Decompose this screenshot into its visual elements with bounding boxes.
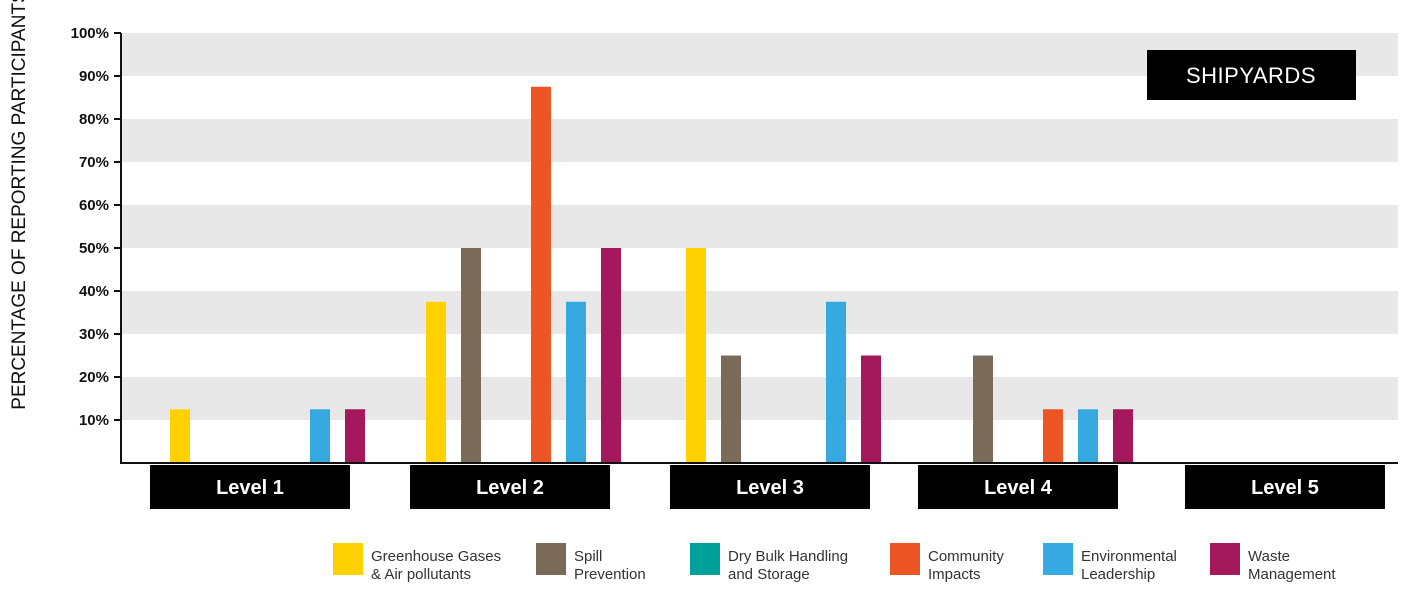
bar	[826, 301, 846, 463]
legend-item: Waste Management	[1210, 543, 1336, 583]
legend-swatch	[333, 543, 363, 575]
legend-swatch	[690, 543, 720, 575]
bar	[426, 301, 446, 463]
bar	[531, 86, 551, 463]
category-label-box: Level 3	[670, 465, 870, 509]
bar	[1113, 409, 1133, 463]
chart-title: SHIPYARDS	[1186, 63, 1316, 88]
category-label: Level 2	[476, 477, 544, 499]
bar	[861, 355, 881, 463]
legend-item: Environmental Leadership	[1043, 543, 1177, 583]
category-label: Level 1	[216, 477, 284, 499]
category-label-box: Level 4	[918, 465, 1118, 509]
y-tick-label: 100%	[71, 25, 109, 42]
bar	[686, 248, 706, 463]
legend-item: Spill Prevention	[536, 543, 646, 583]
bar	[310, 409, 330, 463]
y-axis-ticks: 10% 20% 30% 40% 50% 60% 70% 80% 90% 100%	[71, 25, 121, 429]
legend-label: Greenhouse Gases & Air pollutants	[371, 548, 501, 583]
bar	[461, 248, 481, 463]
y-tick-label: 30%	[79, 326, 109, 343]
bar	[566, 301, 586, 463]
grid-bands	[121, 33, 1398, 420]
legend-label: Spill Prevention	[574, 548, 646, 583]
legend-swatch	[890, 543, 920, 575]
bar	[170, 409, 190, 463]
legend: Greenhouse Gases & Air pollutants Spill Pre…	[333, 543, 1336, 583]
legend-label: Community Impacts	[928, 548, 1004, 583]
legend-label: Waste Management	[1248, 548, 1336, 583]
legend-item: Dry Bulk Handling and Storage	[690, 543, 848, 583]
y-tick-label: 10%	[79, 412, 109, 429]
y-tick-label: 20%	[79, 369, 109, 386]
bar	[601, 248, 621, 463]
y-tick-label: 90%	[79, 68, 109, 85]
category-label-box: Level 5	[1185, 465, 1385, 509]
category-label: Level 3	[736, 477, 804, 499]
legend-label: Dry Bulk Handling and Storage	[728, 548, 848, 583]
y-tick-label: 70%	[79, 154, 109, 171]
legend-item: Community Impacts	[890, 543, 1004, 583]
legend-item: Greenhouse Gases & Air pollutants	[333, 543, 501, 583]
legend-label: Environmental Leadership	[1081, 548, 1177, 583]
category-label: Level 5	[1251, 477, 1319, 499]
bar	[973, 355, 993, 463]
category-labels: Level 1 Level 2 Level 3 Level 4 Level 5	[150, 465, 1385, 509]
legend-swatch	[536, 543, 566, 575]
legend-swatch	[1210, 543, 1240, 575]
y-tick-label: 60%	[79, 197, 109, 214]
category-label-box: Level 1	[150, 465, 350, 509]
y-tick-label: 50%	[79, 240, 109, 257]
bar	[721, 355, 741, 463]
category-label: Level 4	[984, 477, 1053, 499]
grid-band	[121, 377, 1398, 420]
y-tick-label: 40%	[79, 283, 109, 300]
bar	[1043, 409, 1063, 463]
chart-title-box: SHIPYARDS	[1147, 50, 1356, 100]
grid-band	[121, 205, 1398, 248]
bars	[170, 86, 1133, 463]
y-axis-label: PERCENTAGE OF REPORTING PARTICIPANTS	[9, 0, 30, 410]
grid-band	[121, 119, 1398, 162]
grid-band	[121, 291, 1398, 334]
category-label-box: Level 2	[410, 465, 610, 509]
bar	[345, 409, 365, 463]
y-tick-label: 80%	[79, 111, 109, 128]
legend-swatch	[1043, 543, 1073, 575]
bar	[1078, 409, 1098, 463]
